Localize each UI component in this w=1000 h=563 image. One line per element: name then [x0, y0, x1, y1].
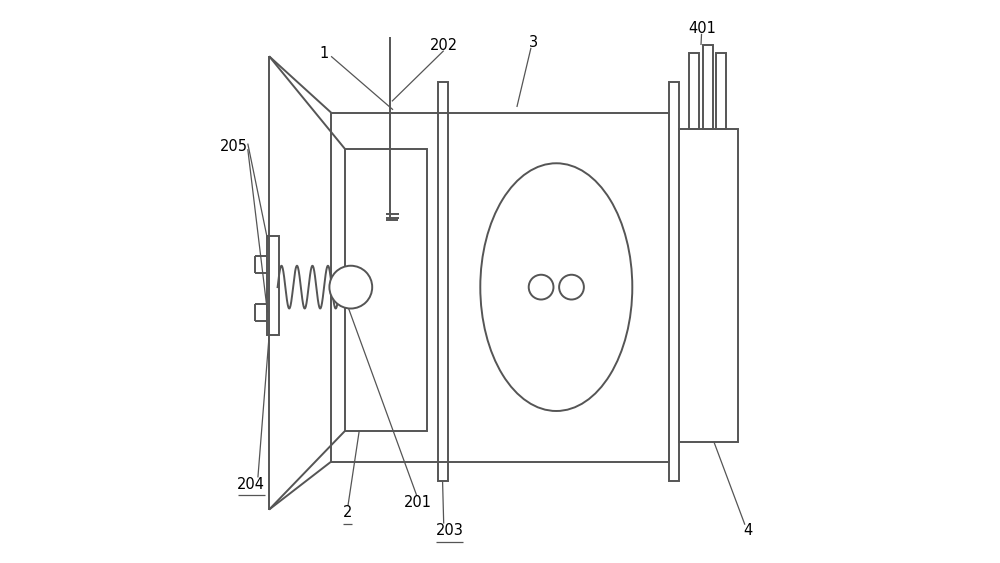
Text: 205: 205: [220, 139, 248, 154]
Circle shape: [529, 275, 553, 300]
Bar: [703, 45, 713, 129]
Bar: [716, 53, 726, 129]
Bar: [331, 113, 669, 462]
Text: 201: 201: [404, 495, 432, 510]
Circle shape: [559, 275, 584, 300]
Bar: [438, 82, 448, 481]
Text: 401: 401: [689, 21, 717, 35]
Text: 203: 203: [435, 523, 463, 538]
Text: 204: 204: [237, 477, 265, 491]
Text: 202: 202: [430, 38, 458, 52]
Bar: [267, 236, 279, 335]
Circle shape: [329, 266, 372, 309]
Bar: [689, 53, 699, 129]
Bar: [679, 129, 738, 442]
Text: 1: 1: [320, 46, 329, 61]
Bar: [669, 82, 679, 481]
Text: 2: 2: [343, 505, 353, 520]
Ellipse shape: [480, 163, 632, 411]
Text: 4: 4: [743, 523, 752, 538]
Bar: [345, 149, 427, 431]
Text: 3: 3: [529, 35, 538, 50]
